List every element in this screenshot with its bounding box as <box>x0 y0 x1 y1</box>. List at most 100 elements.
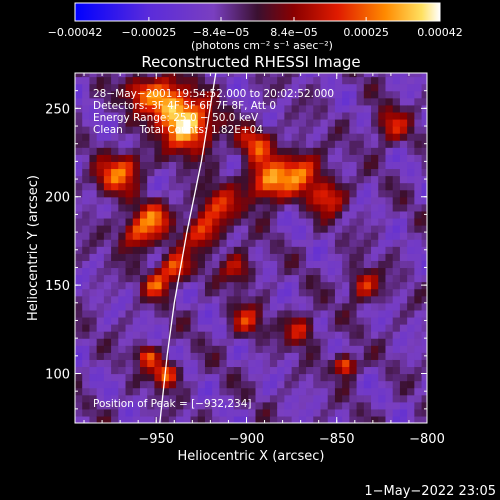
heatmap-cell <box>363 154 372 162</box>
heatmap-cell <box>363 253 372 261</box>
heatmap-cell <box>407 76 415 85</box>
heatmap-cell <box>371 73 379 78</box>
heatmap-cell <box>233 288 242 297</box>
heatmap-cell <box>414 359 423 368</box>
heatmap-cell <box>291 90 300 99</box>
heatmap-cell <box>75 274 83 283</box>
heatmap-cell <box>75 225 83 233</box>
heatmap-cell <box>125 203 134 212</box>
heatmap-cell <box>327 175 336 184</box>
heatmap-cell <box>291 196 300 205</box>
heatmap-cell <box>248 161 257 170</box>
heatmap-cell <box>139 394 148 403</box>
heatmap-cell <box>284 232 293 240</box>
heatmap-cell <box>399 154 408 162</box>
heatmap-cell <box>241 338 249 346</box>
heatmap-cell <box>168 366 177 375</box>
heatmap-cell <box>399 331 408 339</box>
heatmap-cell <box>154 73 163 78</box>
heatmap-cell <box>363 147 372 155</box>
heatmap-cell <box>320 225 329 233</box>
heatmap-cell <box>132 295 141 304</box>
heatmap-cell <box>349 309 358 318</box>
heatmap-cell <box>96 97 105 106</box>
heatmap-cell <box>154 288 163 297</box>
heatmap-cell <box>183 387 192 396</box>
heatmap-cell <box>356 140 365 148</box>
heatmap-cell <box>421 415 427 423</box>
chart-title: Reconstructed RHESSI Image <box>141 53 360 71</box>
heatmap-cell <box>183 253 192 261</box>
heatmap-cell <box>233 359 242 368</box>
heatmap-cell <box>111 232 119 240</box>
heatmap-cell <box>89 281 98 290</box>
heatmap-cell <box>378 210 387 219</box>
heatmap-cell <box>284 380 293 389</box>
heatmap-cell <box>147 118 156 127</box>
heatmap-cell <box>168 415 177 423</box>
heatmap-cell <box>176 97 184 106</box>
heatmap-cell <box>118 246 127 254</box>
heatmap-cell <box>197 295 206 304</box>
heatmap-cell <box>226 295 235 304</box>
heatmap-cell <box>82 196 91 205</box>
heatmap-cell <box>277 196 285 205</box>
heatmap-cell <box>176 126 184 134</box>
heatmap-cell <box>269 267 278 276</box>
heatmap-cell <box>125 133 134 141</box>
heatmap-cell <box>262 90 271 99</box>
heatmap-cell <box>197 359 206 368</box>
heatmap-cell <box>313 246 322 254</box>
heatmap-cell <box>176 345 184 353</box>
heatmap-cell <box>277 288 285 297</box>
heatmap-cell <box>75 408 83 417</box>
heatmap-cell <box>291 210 300 219</box>
heatmap-cell <box>248 267 257 276</box>
heatmap-cell <box>255 366 264 375</box>
heatmap-cell <box>421 253 427 261</box>
heatmap-cell <box>204 196 213 205</box>
heatmap-cell <box>277 267 285 276</box>
heatmap-cell <box>291 401 300 410</box>
heatmap-cell <box>226 104 235 113</box>
heatmap-cell <box>298 111 307 120</box>
heatmap-cell <box>320 175 329 184</box>
heatmap-cell <box>334 154 343 162</box>
heatmap-cell <box>82 175 91 184</box>
heatmap-cell <box>168 295 177 304</box>
heatmap-cell <box>219 295 228 304</box>
heatmap-cell <box>212 408 221 417</box>
heatmap-cell <box>190 267 199 276</box>
heatmap-cell <box>327 253 336 261</box>
heatmap-cell <box>284 111 293 120</box>
heatmap-cell <box>154 168 163 177</box>
heatmap-cell <box>197 345 206 353</box>
heatmap-cell <box>349 76 358 85</box>
heatmap-cell <box>385 140 394 148</box>
heatmap-cell <box>306 380 314 389</box>
heatmap-cell <box>82 232 91 240</box>
heatmap-cell <box>407 232 415 240</box>
heatmap-cell <box>399 73 408 78</box>
y-axis-label: Heliocentric Y (arcsec) <box>26 175 41 321</box>
heatmap-cell <box>363 90 372 99</box>
heatmap-cell <box>313 133 322 141</box>
heatmap-cell <box>96 352 105 360</box>
heatmap-cell <box>284 196 293 205</box>
heatmap-cell <box>385 359 394 368</box>
heatmap-cell <box>212 239 221 247</box>
heatmap-cell <box>371 408 379 417</box>
heatmap-cell <box>204 373 213 382</box>
heatmap-cell <box>313 239 322 247</box>
heatmap-cell <box>147 196 156 205</box>
heatmap-cell <box>356 168 365 177</box>
heatmap-cell <box>291 239 300 247</box>
heatmap-cell <box>176 274 184 283</box>
heatmap-cell <box>118 295 127 304</box>
heatmap-cell <box>212 76 221 85</box>
heatmap-cell <box>291 73 300 78</box>
heatmap-cell <box>320 288 329 297</box>
heatmap-cell <box>392 133 401 141</box>
heatmap-cell <box>226 133 235 141</box>
heatmap-cell <box>320 401 329 410</box>
